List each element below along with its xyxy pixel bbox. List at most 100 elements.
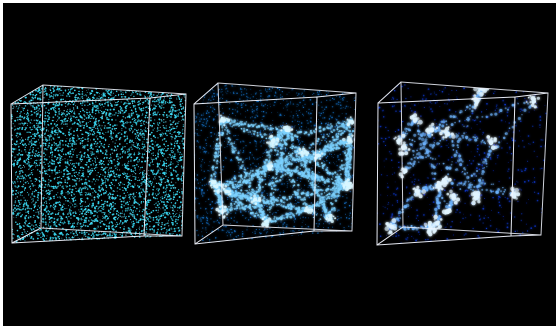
particle [166,200,169,203]
particle [130,233,133,236]
particle [54,205,57,208]
particle [131,110,133,112]
particle [132,211,134,214]
particle [31,122,33,124]
particle [117,214,120,216]
particle [187,205,189,207]
particle [138,185,141,188]
particle [142,83,143,84]
particle [121,128,123,130]
particle [184,189,186,191]
particle [67,109,69,111]
particle [52,87,54,90]
particle [50,91,53,94]
particle [52,231,54,233]
particle [176,109,178,111]
particle [104,153,107,156]
particle [83,101,85,103]
particle [14,193,17,196]
particle [165,127,167,129]
particle [23,124,25,126]
particle [109,238,111,241]
particle [184,223,186,225]
particle [129,121,132,124]
particle [88,192,90,195]
particle [44,183,47,186]
particle [186,127,187,128]
particle [42,243,43,244]
particle [82,215,85,218]
particle [158,113,161,116]
particle [152,196,154,198]
particle [134,105,137,107]
particle [129,207,131,209]
particle [60,103,63,106]
particle [122,115,125,118]
particle [118,184,121,186]
particle [105,184,106,186]
particle [81,208,83,210]
particle [34,141,37,144]
particle [31,191,34,193]
particle [125,240,127,243]
particle [143,138,145,140]
particle [42,226,45,228]
particle [144,133,145,134]
particle [132,220,134,223]
particle [59,143,61,145]
particle [105,114,107,117]
particle [43,148,46,150]
particle [161,135,163,137]
particle [66,113,69,116]
particle [168,102,170,104]
particle [11,96,14,98]
particle [165,241,167,242]
particle [81,172,84,175]
particle [71,236,74,238]
particle [140,182,142,184]
particle [78,188,80,190]
particle [99,117,101,118]
particle [104,228,107,230]
particle [141,83,142,84]
particle [60,162,62,163]
particle [14,200,17,202]
particle [129,106,131,108]
particle [152,112,155,115]
particle [91,195,93,197]
particle [171,109,174,111]
particle [74,102,76,104]
particle [116,166,118,168]
particle [45,143,47,145]
particle [102,160,105,163]
particle [142,107,145,109]
particle [62,132,64,135]
particle [125,242,127,243]
particle [117,103,119,105]
particle [123,171,125,173]
particle [186,83,187,84]
particle [149,239,151,241]
particle [157,89,160,91]
particle [178,146,180,149]
particle [96,157,99,160]
particle [72,227,75,229]
particle [24,105,27,107]
particle [163,152,165,155]
particle [51,157,53,159]
particle [52,95,54,98]
particle [77,244,79,246]
particle [128,149,131,151]
particle [131,102,134,105]
particle [56,220,58,222]
particle [145,241,148,243]
particle [177,144,179,147]
particle [133,238,136,241]
particle [169,130,170,132]
particle [77,119,80,122]
particle [255,165,257,168]
particle [110,173,112,175]
particle [34,221,36,223]
particle [26,235,29,237]
particle [150,87,152,89]
